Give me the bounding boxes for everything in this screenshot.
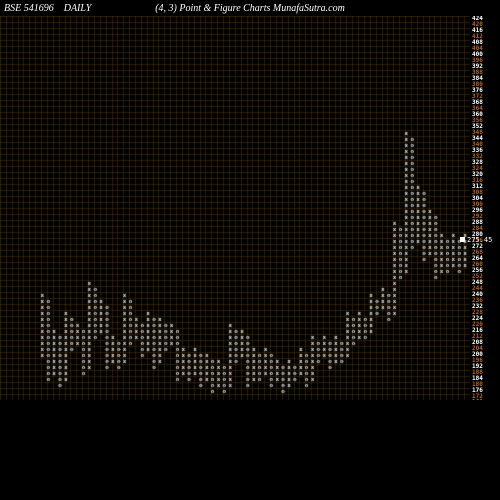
- chart-plot-area: [0, 16, 470, 400]
- price-marker-box: [460, 237, 465, 242]
- current-price-marker: 275.45: [460, 236, 492, 244]
- price-marker-label: 275.45: [467, 236, 492, 244]
- interval-text: DAILY: [64, 3, 92, 14]
- chart-container: BSE 541696 DAILY (4, 3) Point & Figure C…: [0, 0, 500, 500]
- y-axis: 4244204164124084044003963923883843803763…: [470, 16, 500, 400]
- chart-header: BSE 541696 DAILY (4, 3) Point & Figure C…: [0, 0, 500, 16]
- ticker-label: BSE 541696 DAILY: [0, 3, 91, 14]
- grid-canvas: [0, 16, 470, 400]
- ticker-text: BSE 541696: [4, 3, 54, 14]
- bottom-panel: [0, 400, 500, 500]
- header-center-text: (4, 3) Point & Figure Charts MunafaSutra…: [155, 3, 345, 14]
